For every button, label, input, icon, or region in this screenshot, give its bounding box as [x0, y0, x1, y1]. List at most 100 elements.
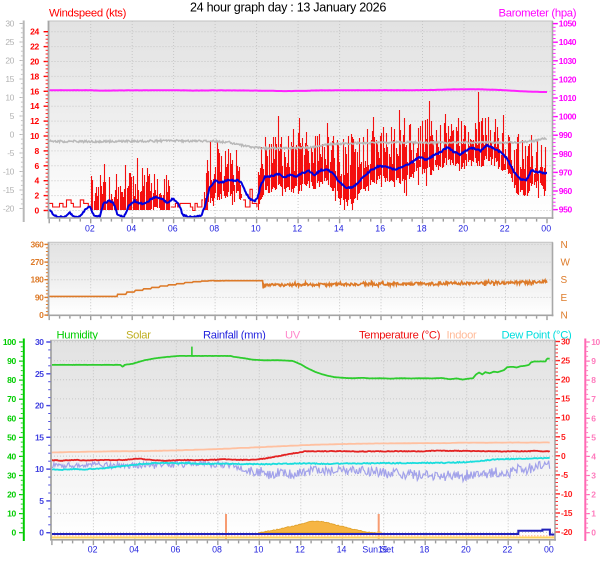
svg-text:20: 20 [458, 224, 468, 234]
svg-text:10: 10 [251, 224, 261, 234]
svg-text:1000: 1000 [559, 112, 577, 122]
svg-text:10: 10 [30, 131, 39, 141]
svg-text:7: 7 [591, 394, 596, 404]
svg-text:30: 30 [561, 337, 570, 347]
svg-text:00: 00 [541, 224, 551, 234]
svg-text:S: S [561, 275, 568, 286]
svg-text:1050: 1050 [559, 19, 577, 29]
svg-text:W: W [561, 258, 571, 269]
svg-text:Dew Point (°C): Dew Point (°C) [502, 330, 572, 342]
svg-text:0: 0 [10, 130, 15, 140]
svg-text:N: N [561, 240, 568, 251]
svg-text:N: N [561, 311, 568, 322]
svg-text:04: 04 [129, 545, 139, 555]
svg-text:5: 5 [39, 496, 44, 506]
svg-text:02: 02 [88, 545, 98, 555]
svg-text:-15: -15 [3, 185, 15, 195]
svg-text:10: 10 [591, 337, 600, 347]
svg-text:3: 3 [591, 471, 596, 481]
svg-text:-5: -5 [561, 470, 568, 480]
svg-text:Temperature (°C): Temperature (°C) [359, 330, 441, 342]
svg-text:02: 02 [85, 224, 95, 234]
svg-text:14: 14 [30, 101, 39, 111]
svg-text:100: 100 [3, 337, 17, 347]
svg-text:2: 2 [34, 191, 39, 201]
svg-text:1030: 1030 [559, 56, 577, 66]
svg-text:10: 10 [35, 464, 44, 474]
svg-text:8: 8 [591, 375, 596, 385]
svg-text:970: 970 [559, 167, 573, 177]
svg-text:8: 8 [34, 146, 39, 156]
svg-text:180: 180 [31, 275, 45, 285]
svg-text:15: 15 [35, 432, 44, 442]
svg-text:40: 40 [7, 451, 16, 461]
svg-text:22: 22 [500, 224, 510, 234]
svg-text:9: 9 [591, 356, 596, 366]
svg-text:4: 4 [591, 451, 596, 461]
svg-text:0: 0 [34, 206, 39, 216]
svg-text:10: 10 [254, 545, 264, 555]
svg-text:0: 0 [39, 528, 44, 538]
svg-text:-20: -20 [561, 527, 573, 537]
svg-text:990: 990 [559, 130, 573, 140]
svg-text:25: 25 [5, 37, 14, 47]
svg-text:12: 12 [295, 545, 305, 555]
svg-text:16: 16 [378, 545, 388, 555]
svg-text:24: 24 [30, 27, 39, 37]
svg-text:04: 04 [127, 224, 137, 234]
svg-text:18: 18 [417, 224, 427, 234]
svg-text:1020: 1020 [559, 74, 577, 84]
svg-text:Windspeed (kts): Windspeed (kts) [49, 8, 127, 20]
svg-text:20: 20 [461, 545, 471, 555]
svg-text:10: 10 [7, 509, 16, 519]
svg-text:Rainfall (mm): Rainfall (mm) [203, 330, 266, 342]
svg-text:1010: 1010 [559, 93, 577, 103]
svg-text:70: 70 [7, 394, 16, 404]
svg-text:Humidity: Humidity [57, 330, 99, 342]
svg-text:-5: -5 [7, 148, 14, 158]
svg-text:22: 22 [503, 545, 513, 555]
svg-text:960: 960 [559, 186, 573, 196]
svg-text:30: 30 [7, 471, 16, 481]
svg-text:Solar: Solar [126, 330, 151, 342]
svg-text:20: 20 [30, 57, 39, 67]
svg-text:Sun Set: Sun Set [362, 545, 394, 555]
svg-text:25: 25 [35, 369, 44, 379]
svg-text:1040: 1040 [559, 37, 577, 47]
svg-text:00: 00 [544, 545, 554, 555]
svg-text:-15: -15 [561, 508, 573, 518]
svg-text:5: 5 [591, 432, 596, 442]
svg-text:6: 6 [591, 413, 596, 423]
svg-text:10: 10 [561, 413, 570, 423]
svg-text:Indoor: Indoor [447, 330, 477, 342]
svg-text:16: 16 [30, 86, 39, 96]
svg-text:0: 0 [11, 528, 16, 538]
svg-text:20: 20 [35, 401, 44, 411]
svg-text:20: 20 [7, 490, 16, 500]
svg-text:25: 25 [561, 356, 570, 366]
svg-text:60: 60 [7, 413, 16, 423]
svg-text:1: 1 [591, 509, 596, 519]
svg-text:90: 90 [7, 356, 16, 366]
svg-text:20: 20 [5, 56, 14, 66]
svg-text:12: 12 [30, 116, 39, 126]
svg-text:950: 950 [559, 205, 573, 215]
svg-text:08: 08 [212, 545, 222, 555]
svg-text:0: 0 [39, 310, 44, 320]
svg-text:08: 08 [209, 224, 219, 234]
svg-text:0: 0 [561, 451, 566, 461]
svg-text:5: 5 [561, 432, 566, 442]
svg-text:20: 20 [561, 375, 570, 385]
svg-text:6: 6 [34, 161, 39, 171]
svg-text:50: 50 [7, 432, 16, 442]
svg-text:30: 30 [5, 19, 14, 29]
svg-text:18: 18 [420, 545, 430, 555]
svg-text:06: 06 [168, 224, 178, 234]
svg-text:18: 18 [30, 71, 39, 81]
svg-text:E: E [561, 293, 568, 304]
svg-text:0: 0 [591, 528, 596, 538]
svg-text:24 hour graph day : 13 January: 24 hour graph day : 13 January 2026 [190, 1, 386, 15]
svg-text:4: 4 [34, 176, 39, 186]
svg-text:-20: -20 [3, 204, 15, 214]
svg-text:16: 16 [375, 224, 385, 234]
